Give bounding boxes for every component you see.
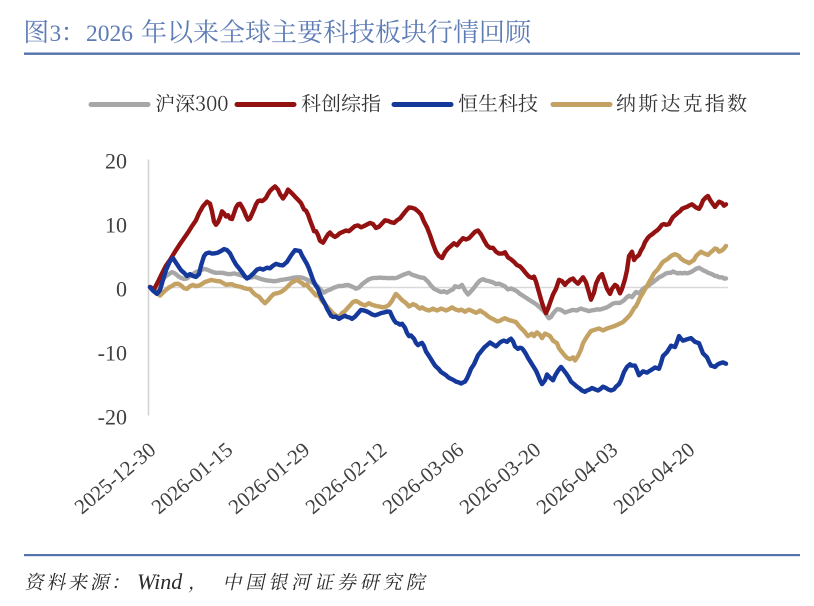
svg-text:0: 0 (116, 276, 127, 301)
svg-text:-20: -20 (98, 404, 127, 429)
svg-text:10: 10 (105, 212, 127, 237)
svg-text:-10: -10 (98, 340, 127, 365)
svg-text:20: 20 (105, 148, 127, 173)
svg-text:Wind: Wind (137, 569, 183, 594)
svg-text:3: 3 (50, 21, 62, 47)
svg-text:2026: 2026 (86, 21, 133, 47)
